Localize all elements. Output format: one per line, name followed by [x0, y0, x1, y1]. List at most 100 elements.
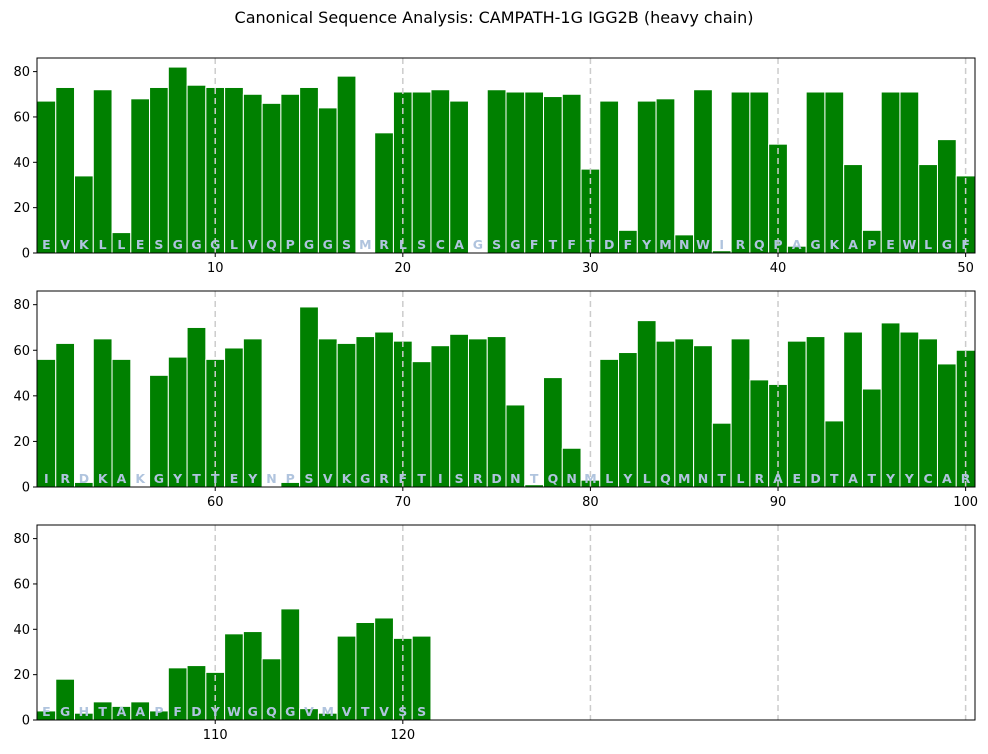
- bar-47: [899, 91, 920, 254]
- bar-73: [449, 333, 469, 488]
- bar-97: [899, 331, 920, 488]
- residue-label-3: K: [79, 237, 90, 252]
- residue-label-104: T: [98, 704, 107, 719]
- residue-label-96: Y: [885, 471, 896, 486]
- residue-label-111: W: [227, 704, 241, 719]
- y-tick-label: 0: [22, 714, 30, 729]
- residue-label-5: L: [117, 237, 125, 252]
- y-tick-label: 0: [22, 247, 30, 262]
- residue-label-81: L: [605, 471, 613, 486]
- residue-label-4: L: [99, 237, 107, 252]
- residue-label-24: G: [473, 237, 483, 252]
- bar-21: [411, 91, 432, 254]
- bar-38: [730, 91, 751, 254]
- residue-label-119: V: [379, 704, 389, 719]
- residue-label-16: G: [323, 237, 333, 252]
- bar-99: [936, 363, 957, 488]
- residue-label-15: G: [304, 237, 314, 252]
- residue-label-21: S: [417, 237, 426, 252]
- y-tick-label: 60: [13, 110, 30, 125]
- y-tick-label: 60: [13, 577, 30, 592]
- bar-71: [411, 361, 432, 488]
- residue-label-87: T: [717, 471, 726, 486]
- y-tick-label: 20: [13, 435, 30, 450]
- bar-49: [936, 139, 957, 254]
- residue-label-30: T: [586, 237, 595, 252]
- bar-66: [317, 338, 338, 488]
- bar-16: [317, 107, 338, 254]
- residue-label-83: L: [643, 471, 651, 486]
- bar-2: [55, 86, 76, 254]
- residue-label-63: N: [266, 471, 276, 486]
- x-tick-label: 30: [582, 261, 599, 276]
- bar-33: [636, 100, 657, 254]
- bar-14: [280, 93, 301, 254]
- residue-label-22: C: [436, 237, 445, 252]
- bar-58: [167, 356, 188, 488]
- bar-61: [224, 347, 244, 488]
- bar-82: [618, 352, 638, 488]
- residue-label-102: G: [60, 704, 70, 719]
- bar-9: [186, 84, 207, 254]
- bar-31: [599, 100, 620, 254]
- x-tick-label: 80: [582, 495, 599, 510]
- y-tick-label: 40: [13, 156, 30, 171]
- bar-67: [336, 342, 357, 488]
- y-tick-label: 40: [13, 623, 30, 638]
- residue-label-88: L: [737, 471, 745, 486]
- residue-label-101: E: [42, 704, 51, 719]
- residue-label-19: R: [379, 237, 389, 252]
- residue-label-46: E: [886, 237, 895, 252]
- bar-81: [599, 358, 620, 488]
- residue-label-18: M: [359, 237, 371, 252]
- bar-1: [36, 100, 57, 254]
- residue-label-31: D: [604, 237, 614, 252]
- residue-label-109: D: [191, 704, 201, 719]
- bar-85: [674, 338, 695, 488]
- bar-15: [299, 86, 319, 254]
- residue-label-116: M: [322, 704, 334, 719]
- bar-86: [693, 345, 713, 488]
- residue-label-62: Y: [247, 471, 258, 486]
- residue-label-41: A: [792, 237, 802, 252]
- residue-label-79: N: [566, 471, 576, 486]
- residue-label-1: E: [42, 237, 51, 252]
- residue-label-97: Y: [904, 471, 915, 486]
- residue-label-113: Q: [266, 704, 277, 719]
- residue-label-85: M: [678, 471, 690, 486]
- residue-label-49: G: [942, 237, 952, 252]
- bar-19: [374, 132, 394, 254]
- residue-label-78: Q: [548, 471, 559, 486]
- y-tick-label: 80: [13, 298, 30, 313]
- residue-label-60: T: [211, 471, 220, 486]
- bar-59: [186, 326, 207, 488]
- bar-43: [824, 91, 845, 254]
- residue-label-120: S: [398, 704, 407, 719]
- residue-label-84: Q: [660, 471, 671, 486]
- residue-label-56: K: [135, 471, 146, 486]
- residue-label-59: T: [192, 471, 201, 486]
- bar-91: [786, 340, 807, 488]
- residue-label-11: L: [230, 237, 238, 252]
- residue-label-14: P: [286, 237, 295, 252]
- residue-label-71: T: [417, 471, 426, 486]
- residue-label-17: S: [342, 237, 351, 252]
- residue-label-118: T: [361, 704, 370, 719]
- residue-label-90: A: [773, 471, 783, 486]
- residue-label-55: A: [117, 471, 127, 486]
- residue-label-57: G: [154, 471, 164, 486]
- residue-label-70: F: [399, 471, 408, 486]
- residue-label-114: G: [285, 704, 295, 719]
- residue-label-36: W: [696, 237, 710, 252]
- bar-22: [430, 89, 451, 254]
- bar-39: [749, 91, 770, 254]
- residue-label-66: V: [323, 471, 333, 486]
- residue-label-86: N: [698, 471, 708, 486]
- x-tick-label: 70: [395, 495, 412, 510]
- x-tick-label: 60: [207, 495, 224, 510]
- residue-label-106: A: [135, 704, 145, 719]
- residue-label-110: Y: [210, 704, 221, 719]
- residue-label-54: K: [98, 471, 109, 486]
